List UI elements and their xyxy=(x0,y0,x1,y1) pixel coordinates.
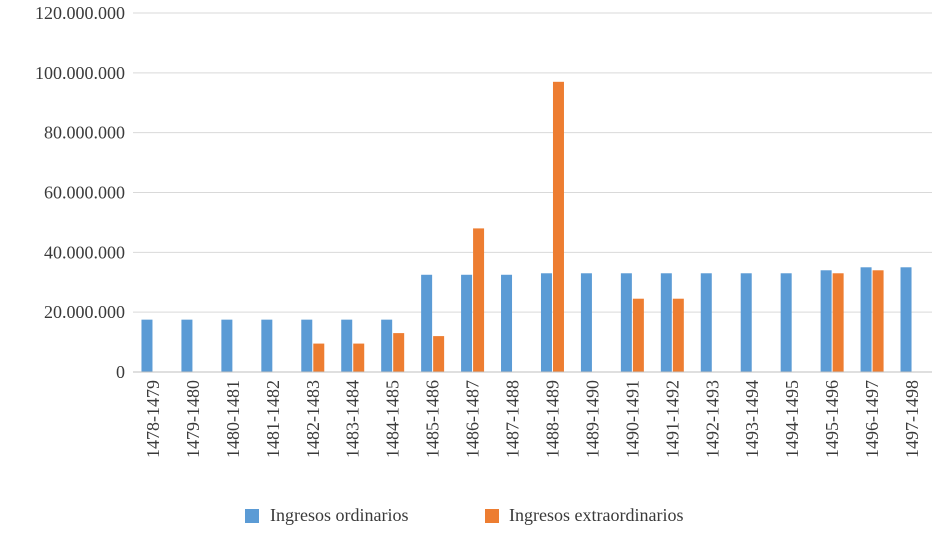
legend-swatch-ingresos-extraordinarios xyxy=(485,509,499,523)
x-tick-label: 1489-1490 xyxy=(582,380,602,458)
y-tick-label: 40.000.000 xyxy=(44,242,125,262)
bar-extraordinarios-1484-1485 xyxy=(393,333,405,372)
bar-ordinarios-1482-1483 xyxy=(301,319,313,372)
legend: Ingresos ordinarios Ingresos extraordina… xyxy=(245,505,683,525)
bar-ordinarios-1484-1485 xyxy=(381,319,393,372)
bars xyxy=(141,81,912,372)
x-tick-label: 1487-1488 xyxy=(503,380,523,458)
bar-ordinarios-1483-1484 xyxy=(341,319,353,372)
x-tick-label: 1480-1481 xyxy=(223,380,243,458)
bar-extraordinarios-1495-1496 xyxy=(832,273,844,372)
bar-ordinarios-1488-1489 xyxy=(540,273,552,372)
legend-label: Ingresos extraordinarios xyxy=(509,505,683,525)
x-axis-tick-labels: 1478-1479 1479-1480 1480-1481 1481-1482 1482… xyxy=(143,380,922,458)
bar-ordinarios-1485-1486 xyxy=(421,274,433,372)
gridlines xyxy=(133,12,932,313)
x-tick-label: 1495-1496 xyxy=(822,380,842,458)
bar-ordinarios-1487-1488 xyxy=(501,274,513,372)
x-tick-label: 1493-1494 xyxy=(742,380,762,458)
bar-ordinarios-1486-1487 xyxy=(461,274,473,372)
x-tick-label: 1497-1498 xyxy=(902,380,922,458)
legend-swatch-ingresos-ordinarios xyxy=(245,509,259,523)
y-tick-label: 100.000.000 xyxy=(35,63,125,83)
bar-ordinarios-1496-1497 xyxy=(860,267,872,372)
bar-extraordinarios-1490-1491 xyxy=(632,298,644,372)
bar-ordinarios-1492-1493 xyxy=(700,273,712,372)
bar-ordinarios-1493-1494 xyxy=(740,273,752,372)
bar-extraordinarios-1491-1492 xyxy=(672,298,684,372)
x-tick-label: 1479-1480 xyxy=(183,380,203,458)
bar-ordinarios-1491-1492 xyxy=(660,273,672,372)
bar-extraordinarios-1485-1486 xyxy=(433,336,445,372)
bar-ordinarios-1480-1481 xyxy=(221,319,233,372)
y-tick-label: 0 xyxy=(116,362,125,382)
x-tick-label: 1485-1486 xyxy=(423,380,443,458)
x-tick-label: 1478-1479 xyxy=(143,380,163,458)
bar-extraordinarios-1482-1483 xyxy=(313,343,325,372)
y-tick-label: 60.000.000 xyxy=(44,183,125,203)
y-tick-label: 20.000.000 xyxy=(44,302,125,322)
bar-ordinarios-1481-1482 xyxy=(261,319,273,372)
y-tick-label: 120.000.000 xyxy=(35,3,125,23)
bar-extraordinarios-1496-1497 xyxy=(872,270,884,372)
bar-extraordinarios-1486-1487 xyxy=(473,228,485,372)
bar-ordinarios-1497-1498 xyxy=(900,267,912,372)
x-tick-label: 1484-1485 xyxy=(383,380,403,458)
bar-extraordinarios-1488-1489 xyxy=(552,81,564,372)
y-axis-tick-labels: 0 20.000.000 40.000.000 60.000.000 80.000.00… xyxy=(35,3,125,382)
legend-label: Ingresos ordinarios xyxy=(270,505,408,525)
x-tick-label: 1481-1482 xyxy=(263,380,283,458)
x-tick-label: 1494-1495 xyxy=(782,380,802,458)
bar-extraordinarios-1483-1484 xyxy=(353,343,365,372)
x-tick-label: 1488-1489 xyxy=(542,380,562,458)
y-tick-label: 80.000.000 xyxy=(44,123,125,143)
bar-ordinarios-1479-1480 xyxy=(181,319,193,372)
bar-ordinarios-1495-1496 xyxy=(820,270,832,372)
bar-ordinarios-1494-1495 xyxy=(780,273,792,372)
x-tick-label: 1492-1493 xyxy=(702,380,722,458)
bar-ordinarios-1490-1491 xyxy=(620,273,632,372)
x-tick-label: 1491-1492 xyxy=(662,380,682,458)
bar-ordinarios-1478-1479 xyxy=(141,319,153,372)
x-tick-label: 1490-1491 xyxy=(622,380,642,458)
x-tick-label: 1486-1487 xyxy=(463,380,483,458)
bar-ordinarios-1489-1490 xyxy=(580,273,592,372)
x-tick-label: 1482-1483 xyxy=(303,380,323,458)
x-tick-label: 1496-1497 xyxy=(862,380,882,458)
x-tick-label: 1483-1484 xyxy=(343,380,363,458)
